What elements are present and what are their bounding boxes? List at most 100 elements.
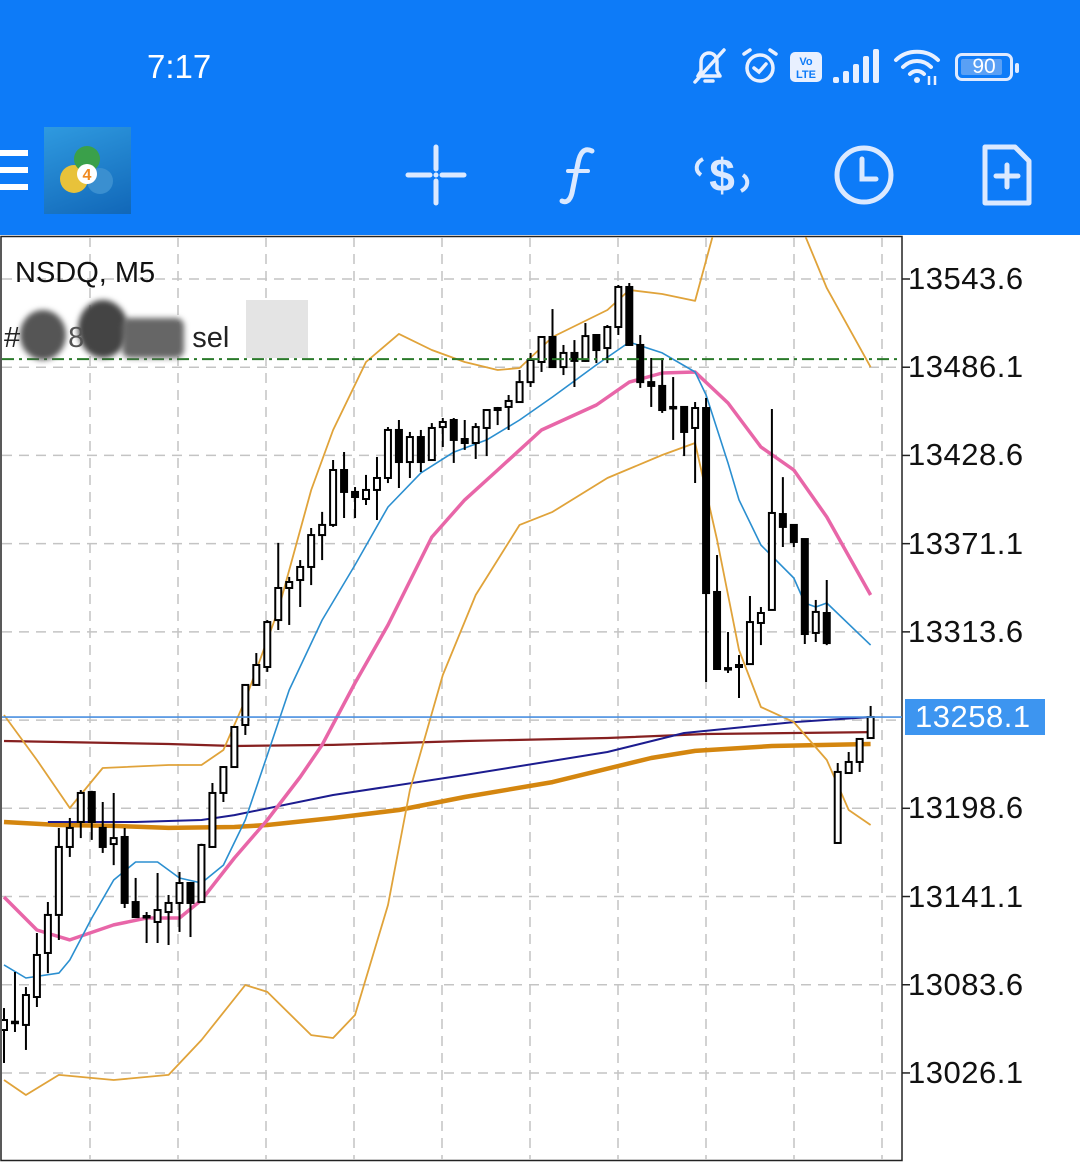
candle-body-bull bbox=[767, 511, 776, 611]
candle-body-bear bbox=[658, 384, 667, 412]
volte-icon: Vo LTE bbox=[790, 52, 822, 82]
candle-body-bear bbox=[778, 513, 787, 528]
candle bbox=[724, 632, 733, 673]
candle bbox=[329, 460, 338, 527]
menu-icon[interactable] bbox=[0, 150, 30, 192]
new-order-icon bbox=[982, 144, 1032, 206]
candle-body-bull bbox=[504, 399, 513, 408]
candle bbox=[120, 827, 129, 909]
candle bbox=[449, 417, 458, 463]
candle-body-bear bbox=[713, 590, 722, 670]
candle-body-bear bbox=[351, 490, 360, 499]
candle-body-bear bbox=[800, 538, 809, 636]
candle-body-bull bbox=[372, 476, 381, 491]
candle-body-bull bbox=[844, 760, 853, 775]
candle bbox=[745, 595, 754, 666]
candle-body-bull bbox=[285, 581, 294, 589]
bell-off-icon bbox=[693, 48, 726, 84]
candle-body-bear bbox=[186, 882, 195, 904]
candle-body-bull bbox=[515, 381, 524, 404]
candle bbox=[603, 325, 612, 364]
candle bbox=[866, 705, 875, 740]
candle bbox=[285, 576, 294, 625]
candle-body-bear bbox=[449, 418, 458, 441]
candle-body-bear bbox=[394, 428, 403, 464]
candle bbox=[460, 419, 469, 450]
candle bbox=[87, 790, 96, 840]
order-type: sel bbox=[192, 322, 230, 354]
candle-body-bull bbox=[21, 994, 30, 1026]
plot-border bbox=[0, 235, 903, 1162]
candle-body-bull bbox=[734, 664, 743, 669]
candle-body-bull bbox=[526, 359, 535, 384]
candle-body-bear bbox=[416, 436, 425, 464]
battery-level bbox=[961, 59, 1002, 75]
crosshair-button[interactable] bbox=[401, 140, 471, 210]
battery-percent: 90 bbox=[972, 55, 996, 78]
candle-body-bear bbox=[120, 835, 129, 904]
status-bar: 7:17 Vo LTE 90 bbox=[0, 0, 1080, 118]
candle bbox=[153, 873, 162, 944]
candle bbox=[351, 487, 360, 519]
price-tick-label: 13141.1 bbox=[908, 878, 1024, 914]
candle-body-bull bbox=[318, 523, 327, 537]
price-tick-label: 13083.6 bbox=[908, 966, 1024, 1002]
trade-button[interactable]: $ bbox=[687, 140, 757, 210]
price-tick-label: 13543.6 bbox=[908, 261, 1024, 296]
candle bbox=[54, 827, 63, 940]
candle bbox=[21, 987, 30, 1050]
candle bbox=[318, 511, 327, 561]
candle-body-bull bbox=[208, 791, 217, 848]
candle-body-bull bbox=[230, 725, 239, 769]
candle bbox=[855, 737, 864, 772]
ma-fast-line bbox=[3, 341, 872, 979]
candle bbox=[131, 877, 140, 919]
candle-body-bear bbox=[548, 335, 557, 369]
candle-body-bull bbox=[2, 1019, 8, 1031]
price-tick-label: 13313.6 bbox=[908, 613, 1024, 649]
candle-body-bull bbox=[724, 667, 733, 671]
candle-body-bear bbox=[702, 407, 711, 595]
candle-body-bull bbox=[756, 611, 765, 624]
candle-body-bull bbox=[537, 335, 546, 364]
candle-body-bull bbox=[109, 837, 118, 846]
candle bbox=[2, 1008, 8, 1063]
candle bbox=[416, 429, 425, 473]
candle-body-bull bbox=[603, 326, 612, 350]
candle-body-bull bbox=[307, 534, 316, 568]
candle-body-bear bbox=[131, 901, 140, 919]
candle-body-bull bbox=[833, 770, 842, 844]
candle bbox=[252, 653, 261, 686]
candle bbox=[471, 423, 480, 459]
order-label[interactable]: #8 sel bbox=[4, 322, 229, 355]
candle bbox=[10, 972, 19, 1032]
timeframe-button[interactable] bbox=[829, 140, 899, 210]
alarm-icon bbox=[742, 48, 778, 83]
new-order-button[interactable] bbox=[972, 140, 1042, 210]
order-digit: 8 bbox=[68, 322, 85, 354]
bollinger-lower-line bbox=[3, 442, 872, 1096]
candle-body-bull bbox=[691, 407, 700, 429]
redaction-blob bbox=[122, 318, 184, 358]
candle bbox=[427, 423, 436, 462]
candle-body-bull bbox=[54, 845, 63, 916]
candle bbox=[669, 377, 678, 440]
candle-body-bear bbox=[340, 469, 349, 493]
mt4-logo[interactable]: 4 bbox=[44, 127, 131, 214]
price-tick-label: 13371.1 bbox=[908, 525, 1024, 561]
candle bbox=[482, 409, 491, 457]
candle-body-bull bbox=[164, 901, 173, 914]
candle bbox=[789, 523, 798, 548]
wifi-icon bbox=[894, 49, 940, 85]
candle-body-bear bbox=[570, 351, 579, 362]
candle bbox=[493, 406, 502, 426]
indicators-button[interactable] bbox=[543, 140, 613, 210]
candle bbox=[515, 369, 524, 404]
candle-body-bear bbox=[87, 791, 96, 823]
candle-body-bull bbox=[745, 621, 754, 666]
candle bbox=[504, 394, 513, 430]
candle bbox=[362, 474, 371, 505]
bollinger-upper-line bbox=[3, 237, 872, 809]
candle-body-bull bbox=[153, 909, 162, 923]
